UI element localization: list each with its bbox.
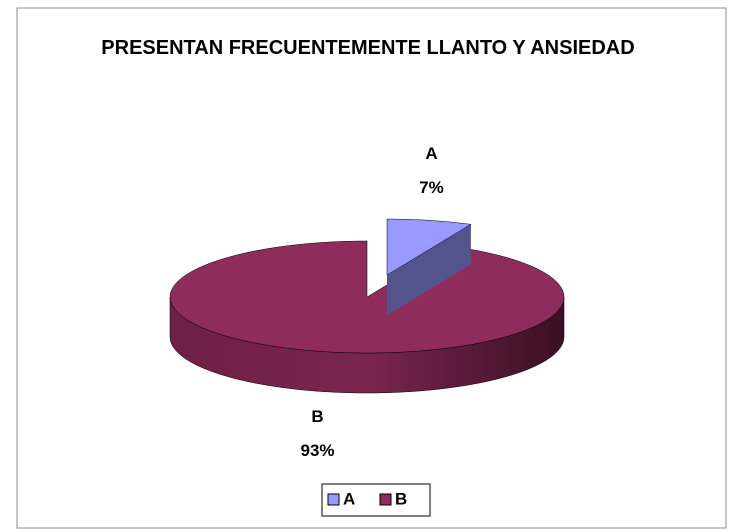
legend-swatch [327,493,340,506]
slice-wall [387,224,471,315]
slice-top [169,240,565,354]
pie-slice [169,240,565,394]
data-label-value: 93% [301,441,335,460]
slice-top [386,218,472,276]
chart-title: PRESENTAN FRECUENTEMENTE LLANTO Y ANSIED… [101,37,635,59]
data-labels: B 93% A 7% [301,144,444,460]
data-label-category: B [311,407,323,426]
chart-border [16,7,727,529]
legend-box [321,483,431,517]
legend-label: A [343,489,355,508]
data-label-value: 7% [419,178,444,197]
data-label-category: A [425,144,437,163]
pie [169,218,565,394]
pie-slice [386,218,472,315]
legend-label: B [395,489,407,508]
legend-swatch [379,493,392,506]
